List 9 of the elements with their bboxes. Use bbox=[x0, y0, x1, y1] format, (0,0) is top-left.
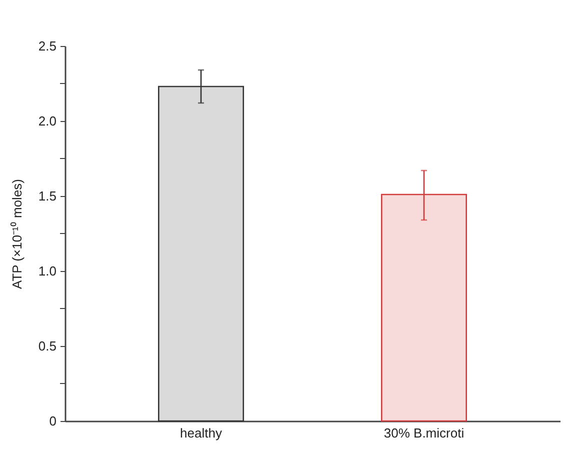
y-tick-label: 2.5 bbox=[38, 38, 56, 54]
y-tick-label: 1.5 bbox=[38, 188, 56, 204]
y-axis-title: ATP (×10⁻¹⁰ moles) bbox=[9, 178, 24, 290]
x-tick-label: healthy bbox=[180, 426, 222, 440]
y-tick-label: 2.0 bbox=[38, 114, 56, 128]
y-tick-label: 0 bbox=[49, 414, 56, 428]
x-tick-label: 30% B.microti bbox=[384, 426, 464, 440]
y-tick-label: 1.0 bbox=[38, 264, 56, 278]
y-tick-label: 0.5 bbox=[38, 338, 56, 354]
